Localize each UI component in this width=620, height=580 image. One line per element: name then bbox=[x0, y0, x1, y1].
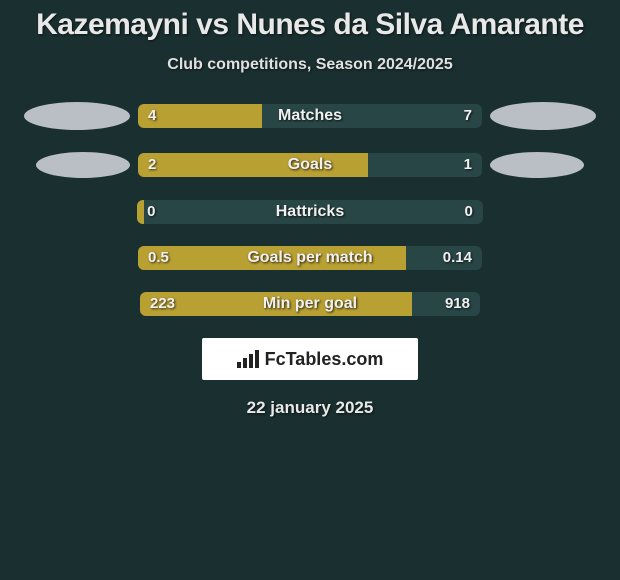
stat-label: Min per goal bbox=[140, 292, 480, 316]
stat-label: Matches bbox=[138, 104, 482, 128]
comparison-card: Kazemayni vs Nunes da Silva Amarante Clu… bbox=[0, 0, 620, 418]
stat-label: Goals bbox=[138, 153, 482, 177]
stat-row: 2Goals1 bbox=[0, 152, 620, 178]
stat-bar: 2Goals1 bbox=[138, 153, 482, 177]
stat-label: Goals per match bbox=[138, 246, 482, 270]
stat-row: 4Matches7 bbox=[0, 102, 620, 130]
stat-right-value: 0.14 bbox=[443, 246, 472, 270]
stat-rows: 4Matches7 2Goals1 0Hattricks0 0.5Goals per … bbox=[0, 102, 620, 316]
logo-badge: FcTables.com bbox=[202, 338, 418, 380]
subtitle: Club competitions, Season 2024/2025 bbox=[0, 56, 620, 74]
ellipse-right bbox=[490, 152, 584, 178]
stat-row: 223Min per goal918 bbox=[0, 292, 620, 316]
ellipse-right bbox=[490, 102, 596, 130]
stat-row: 0Hattricks0 bbox=[0, 200, 620, 224]
stat-bar: 223Min per goal918 bbox=[140, 292, 480, 316]
stat-right-value: 918 bbox=[445, 292, 470, 316]
ellipse-left bbox=[24, 102, 130, 130]
stat-bar: 4Matches7 bbox=[138, 104, 482, 128]
stat-right-value: 1 bbox=[464, 153, 472, 177]
stat-bar: 0.5Goals per match0.14 bbox=[138, 246, 482, 270]
stat-row: 0.5Goals per match0.14 bbox=[0, 246, 620, 270]
date-text: 22 january 2025 bbox=[0, 398, 620, 418]
stat-label: Hattricks bbox=[137, 200, 483, 224]
ellipse-left bbox=[36, 152, 130, 178]
stat-right-value: 0 bbox=[465, 200, 473, 224]
page-title: Kazemayni vs Nunes da Silva Amarante bbox=[0, 8, 620, 42]
logo-text: FcTables.com bbox=[265, 349, 384, 370]
bars-icon bbox=[237, 350, 259, 368]
stat-right-value: 7 bbox=[464, 104, 472, 128]
stat-bar: 0Hattricks0 bbox=[137, 200, 483, 224]
